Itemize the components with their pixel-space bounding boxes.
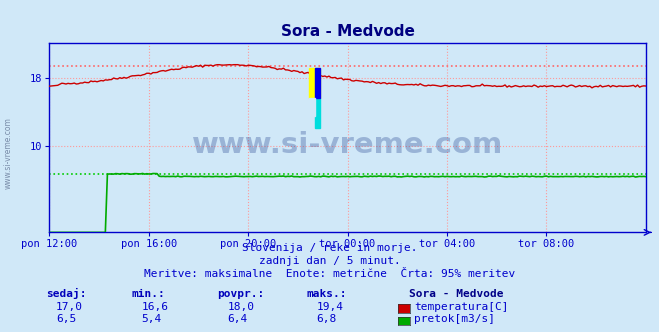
Text: Slovenija / reke in morje.: Slovenija / reke in morje. (242, 243, 417, 253)
Bar (314, 68, 320, 98)
Text: temperatura[C]: temperatura[C] (414, 302, 508, 312)
Text: www.si-vreme.com: www.si-vreme.com (192, 131, 503, 159)
Text: maks.:: maks.: (306, 289, 347, 299)
Bar (309, 98, 314, 116)
Bar (314, 98, 320, 128)
Text: 6,5: 6,5 (56, 314, 76, 324)
Title: Sora - Medvode: Sora - Medvode (281, 24, 415, 39)
Text: 5,4: 5,4 (142, 314, 162, 324)
Text: 16,6: 16,6 (142, 302, 169, 312)
Bar (309, 68, 320, 98)
Text: Sora - Medvode: Sora - Medvode (409, 289, 503, 299)
Text: zadnji dan / 5 minut.: zadnji dan / 5 minut. (258, 256, 401, 266)
Text: 18,0: 18,0 (227, 302, 254, 312)
Text: pretok[m3/s]: pretok[m3/s] (414, 314, 495, 324)
Text: 17,0: 17,0 (56, 302, 83, 312)
Text: Meritve: maksimalne  Enote: metrične  Črta: 95% meritev: Meritve: maksimalne Enote: metrične Črta… (144, 269, 515, 279)
Text: www.si-vreme.com: www.si-vreme.com (3, 117, 13, 189)
Text: sedaj:: sedaj: (46, 288, 86, 299)
Text: min.:: min.: (132, 289, 165, 299)
Text: povpr.:: povpr.: (217, 289, 265, 299)
Text: 6,4: 6,4 (227, 314, 248, 324)
Text: 19,4: 19,4 (316, 302, 343, 312)
Text: 6,8: 6,8 (316, 314, 337, 324)
